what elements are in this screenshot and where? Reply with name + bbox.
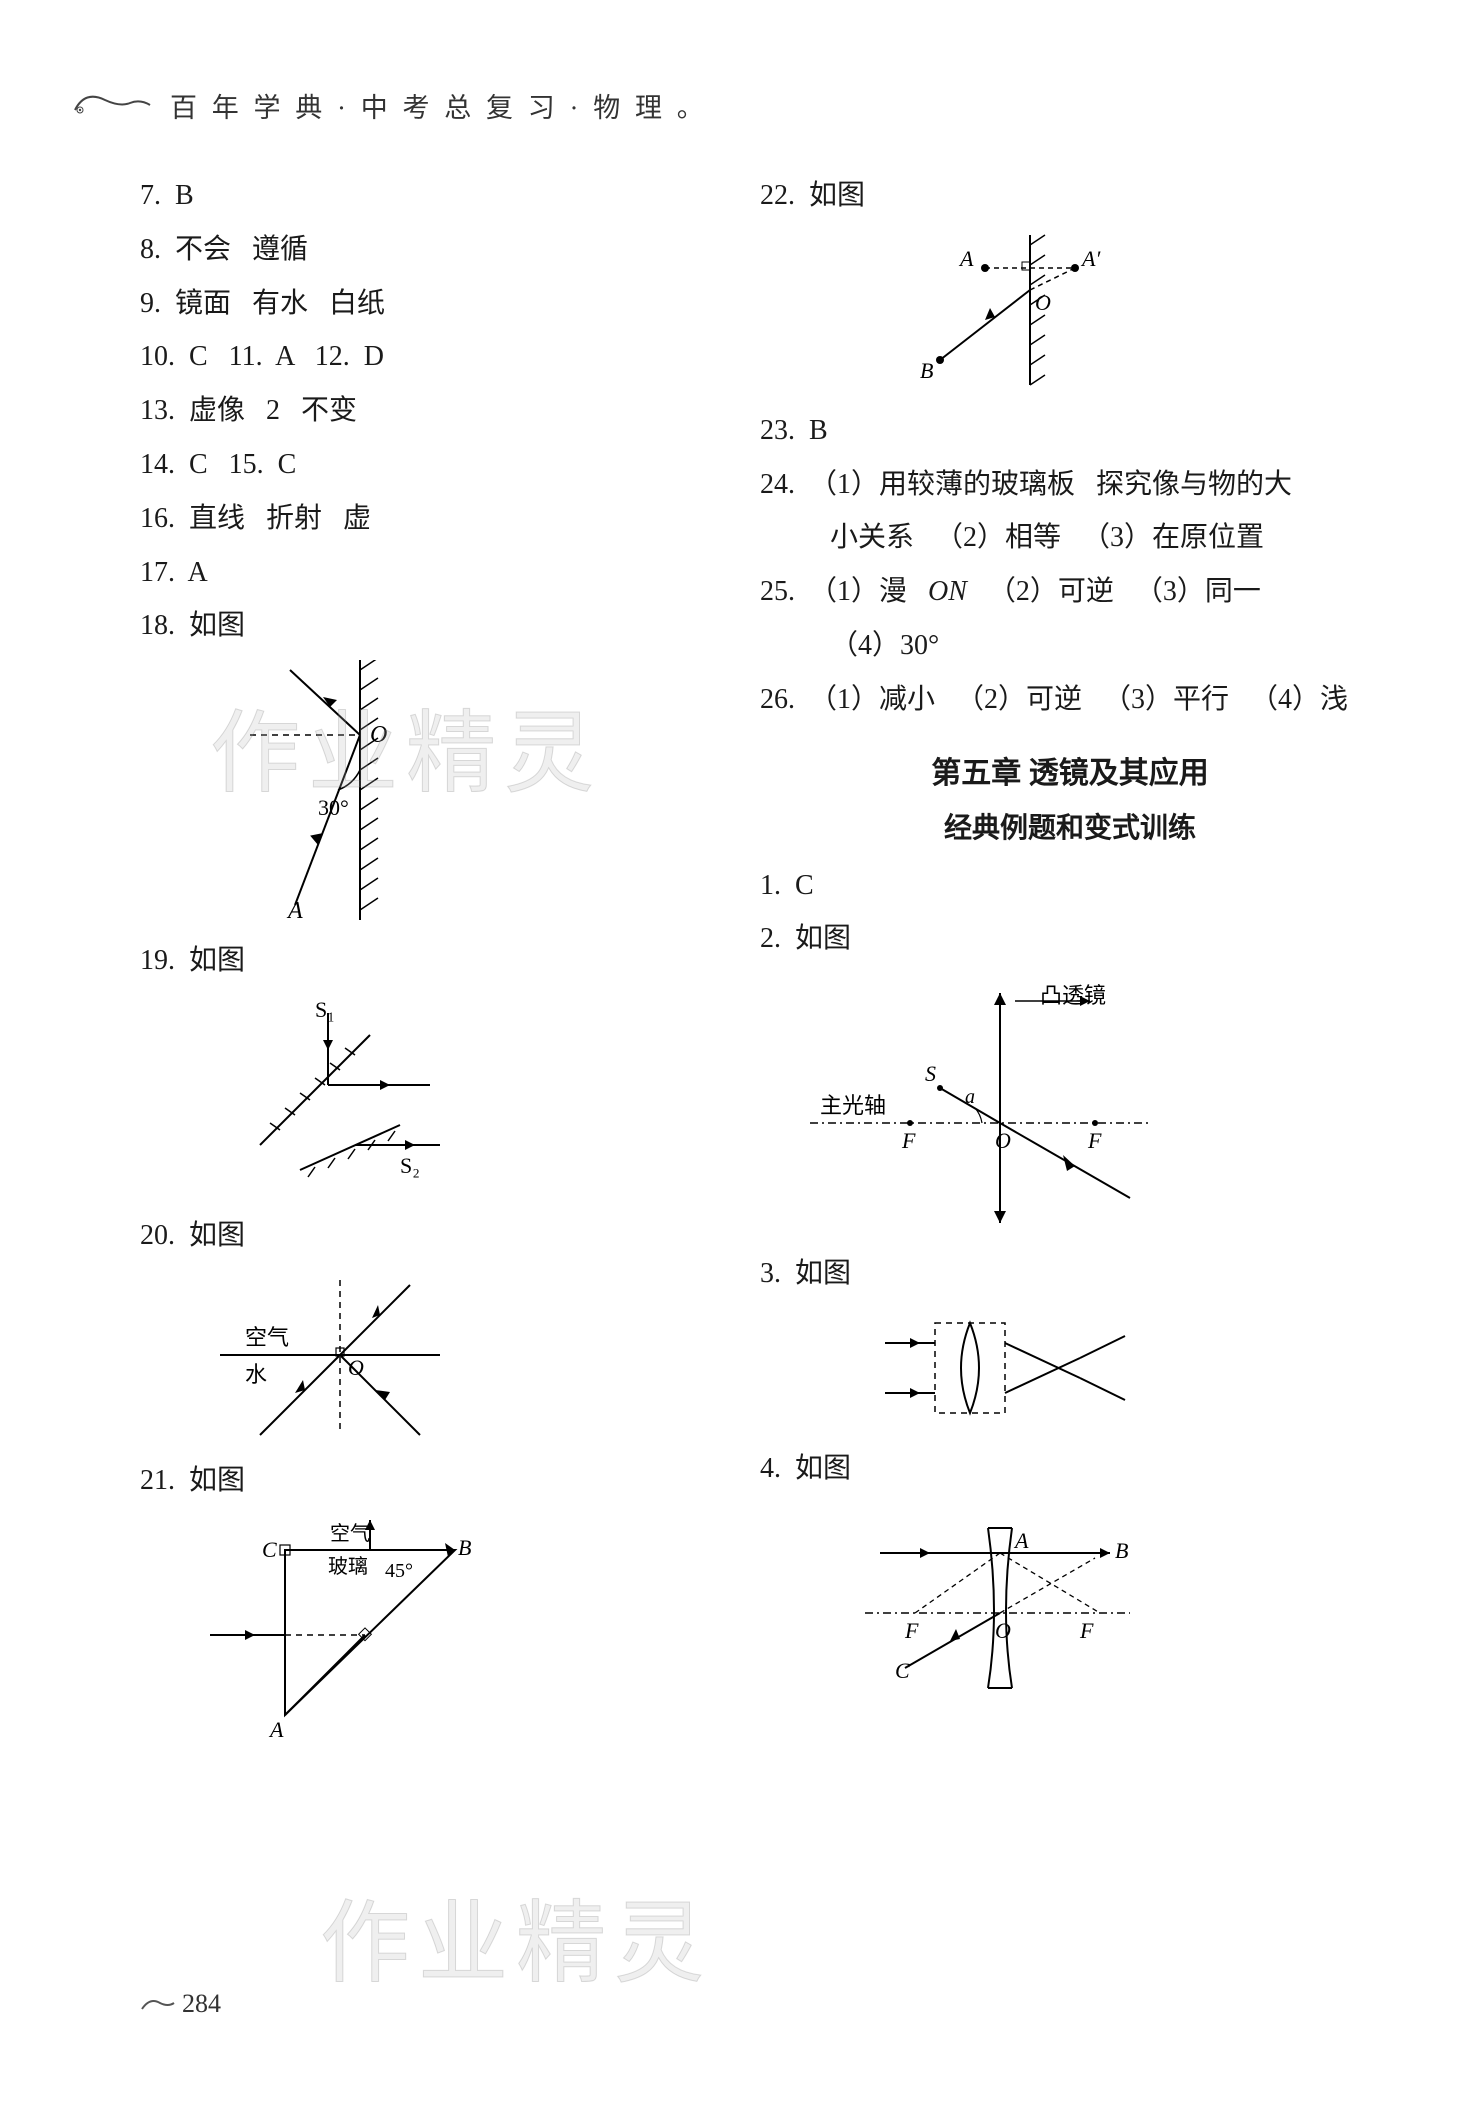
lens4-Fl: F [904,1618,919,1643]
lens4-O: O [995,1618,1011,1643]
figure-lens-2: 凸透镜 主光轴 F F O S a [800,973,1380,1238]
answer-24-1: 24. （1）用较薄的玻璃板 探究像与物的大 [760,459,1380,511]
page-number: 284 [140,1989,221,2019]
fig18-A: A [286,898,303,920]
lens2-S: S [925,1061,936,1086]
left-column: 7. B 8. 不会 遵循 9. 镜面 有水 白纸 10. C 11. A 12… [140,170,760,1760]
lens4-A: A [1013,1528,1029,1553]
figure-20: 空气 水 O [200,1270,760,1445]
answer-9: 9. 镜面 有水 白纸 [140,278,760,330]
fig18-angle: 30° [318,795,349,820]
answer-b2: 2. 如图 [760,913,1380,965]
page-deco-icon [140,1991,176,2017]
watermark-2: 作业精灵 [320,1870,712,2000]
fig21-angle: 45° [385,1560,413,1582]
answer-10-12: 10. C 11. A 12. D [140,331,760,383]
fig20-O: O [348,1355,364,1380]
answer-24-2: 小关系 （2）相等 （3）在原位置 [760,512,1380,564]
fig21-A: A [268,1717,284,1742]
page-number-text: 284 [182,1989,221,2019]
fig22-A: A [958,246,974,271]
answer-b1: 1. C [760,860,1380,912]
answer-19: 19. 如图 [140,935,760,987]
figure-lens-4: F F O A B C [860,1503,1380,1708]
answer-21: 21. 如图 [140,1455,760,1507]
figure-18: 30° O A [200,660,760,925]
answer-13: 13. 虚像 2 不变 [140,385,760,437]
answer-b4: 4. 如图 [760,1443,1380,1495]
answer-26: 26. （1）减小 （2）可逆 （3）平行 （4）浅 [760,674,1380,726]
fig21-B: B [458,1535,471,1560]
fig22-O: O [1035,290,1051,315]
chapter-5-title: 第五章 透镜及其应用 [760,748,1380,792]
answer-8: 8. 不会 遵循 [140,224,760,276]
right-column: 22. 如图 A A′ B O 23 [760,170,1380,1718]
answer-b3: 3. 如图 [760,1248,1380,1300]
fig22-Ap: A′ [1080,246,1101,271]
section-subtitle: 经典例题和变式训练 [760,806,1380,846]
lens2-axis: 主光轴 [820,1093,886,1118]
dragon-icon [70,85,160,125]
answer-22: 22. 如图 [760,170,1380,222]
lens4-B: B [1115,1538,1128,1563]
fig20-water: 水 [245,1362,267,1387]
fig18-O: O [370,722,387,748]
figure-21: 空气 玻璃 45° C B A [200,1515,760,1750]
on-italic: ON [928,576,967,607]
answer-25-1: 25. （1）漫 ON （2）可逆 （3）同一 [760,566,1380,618]
answer-23: 23. B [760,405,1380,457]
fig21-C: C [262,1537,277,1562]
figure-22: A A′ B O [900,230,1380,395]
answer-18: 18. 如图 [140,600,760,652]
header-title: 百 年 学 典 · 中 考 总 复 习 · 物 理 。 [170,86,708,125]
fig19-S2: S₂ [400,1153,420,1178]
lens4-C: C [895,1658,910,1683]
answer-14-15: 14. C 15. C [140,439,760,491]
lens2-O: O [995,1128,1011,1153]
lens2-Fr: F [1087,1128,1102,1153]
fig22-B: B [920,358,933,383]
lens2-Fl: F [901,1128,916,1153]
lens2-label: 凸透镜 [1040,983,1106,1008]
answer-25-2: （4）30° [760,620,1380,672]
answer-20: 20. 如图 [140,1210,760,1262]
lens2-a: a [965,1086,975,1108]
fig21-air: 空气 [330,1522,370,1545]
answer-7: 7. B [140,170,760,222]
fig21-glass: 玻璃 [328,1555,368,1578]
figure-19: S₁ S₂ [200,995,760,1200]
fig20-air: 空气 [245,1325,289,1350]
page-header: 百 年 学 典 · 中 考 总 复 习 · 物 理 。 [70,85,708,125]
figure-lens-3 [880,1308,1380,1433]
answer-17: 17. A [140,547,760,599]
fig19-S1: S₁ [315,997,335,1022]
answer-16: 16. 直线 折射 虚 [140,493,760,545]
lens4-Fr: F [1079,1618,1094,1643]
